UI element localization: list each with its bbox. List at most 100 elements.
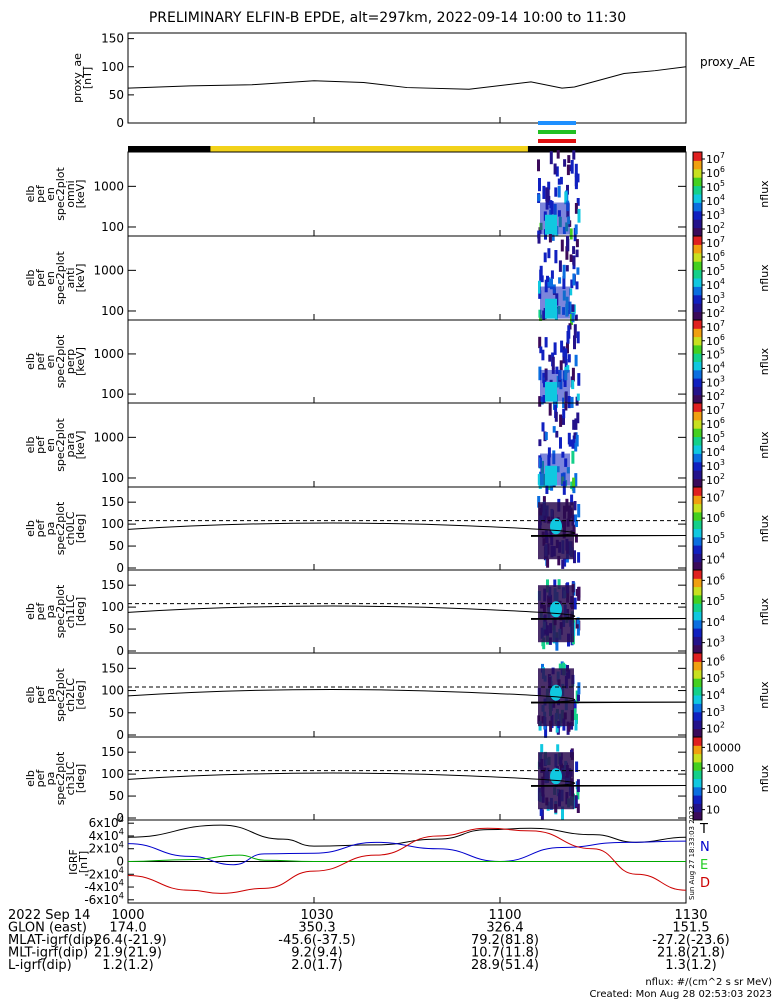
colorbar-segment: [693, 790, 702, 794]
colorbar-segment: [693, 187, 702, 191]
colorbar-segment: [693, 763, 702, 767]
ytick-label: 0: [116, 855, 124, 869]
colorbar-tick-label: 105: [706, 179, 725, 194]
colorbar-segment: [693, 424, 702, 427]
colorbar-segment: [693, 720, 702, 723]
colorbar-segment: [693, 342, 702, 346]
colorbar-segment: [693, 607, 702, 610]
colorbar-segment: [693, 324, 702, 327]
colorbar-segment: [693, 457, 702, 461]
heatmap-cell: [562, 349, 566, 358]
heatmap-cell: [575, 396, 579, 406]
igrf-legend-E: E: [700, 858, 708, 873]
colorbar-segment: [693, 206, 702, 210]
colorbar-segment: [693, 233, 702, 237]
heatmap-cell: [566, 164, 570, 176]
heatmap-cell: [550, 278, 553, 290]
colorbar-segment: [693, 540, 702, 544]
colorbar-tick-label: 102: [706, 305, 725, 320]
heatmap-cell: [540, 744, 544, 754]
colorbar-segment: [693, 737, 702, 740]
heatmap-cell: [544, 432, 548, 441]
colorbar-segment: [693, 545, 702, 548]
igrf-line-N: [127, 840, 687, 866]
region-marker: [538, 121, 576, 125]
colorbar-segment: [693, 254, 702, 258]
heatmap-cell: [571, 304, 575, 312]
heatmap-cell: [553, 397, 556, 410]
colorbar-segment: [693, 753, 702, 757]
colorbar-segment: [693, 807, 702, 811]
panel-frame-perp: [127, 319, 687, 404]
colorbar-label-text: nflux: [758, 514, 771, 542]
heatmap-cell: [558, 663, 562, 670]
panel-frame-para: [127, 402, 687, 488]
heatmap-cell: [547, 181, 551, 190]
region-marker: [538, 130, 576, 134]
heatmap-cell: [573, 597, 577, 610]
ylabel-ch0LC-line: [deg]: [74, 514, 87, 543]
colorbar-label: nflux: [758, 347, 771, 375]
colorbar-segment: [693, 803, 702, 806]
proxy-ae-frame: [127, 32, 687, 124]
colorbar-label: nflux: [758, 180, 771, 208]
colorbar-segment: [693, 219, 702, 222]
footer-value: 1030: [300, 908, 333, 923]
colorbar-segment: [693, 480, 702, 484]
ytick-label: 150: [101, 661, 124, 675]
heatmap-cell: [537, 194, 541, 202]
colorbar-segment: [693, 326, 702, 329]
colorbar-segment: [693, 584, 702, 588]
heatmap-cell: [573, 501, 577, 511]
heatmap-cell: [562, 481, 566, 495]
colorbar-segment: [693, 371, 702, 375]
colorbar-segment: [693, 476, 702, 480]
colorbar-segment: [693, 713, 702, 717]
colorbar-segment: [693, 638, 702, 642]
heatmap-cell: [574, 163, 578, 178]
colorbar-segment: [693, 561, 702, 565]
colorbar-segment: [693, 191, 702, 195]
colorbar-tick-label: 104: [706, 552, 725, 567]
ylabel-ch1LC-line: [deg]: [74, 597, 87, 626]
colorbar-segment: [693, 623, 702, 627]
ytick-label: 50: [109, 539, 124, 553]
colorbar-segment: [693, 718, 702, 721]
heatmap-cell: [565, 265, 569, 272]
colorbar-tick-label: 104: [706, 277, 725, 292]
footer-value: 151.5: [672, 921, 709, 936]
igrf-line-E: [127, 854, 686, 863]
colorbar-segment: [693, 509, 702, 513]
ylabel-ch0LC-line: pa: [44, 522, 57, 536]
colorbar-segment: [693, 246, 702, 250]
heatmap-cell: [543, 252, 547, 263]
ylabel-ch3LC-line: spec2plot: [54, 751, 67, 805]
colorbar-segment: [693, 363, 702, 367]
colorbar-tick-label: 104: [706, 687, 725, 702]
colorbar-segment: [693, 269, 702, 273]
colorbar-segment: [693, 728, 702, 732]
ylabel-ch0LC-line: spec2plot: [54, 501, 67, 555]
ylabel-omni-line: omni: [64, 180, 77, 207]
colorbar-segment: [693, 505, 702, 509]
heatmap-cell: [566, 365, 570, 373]
heatmap-cell: [571, 439, 575, 449]
colorbar-segment: [693, 305, 702, 308]
colorbar-segment: [693, 526, 702, 529]
colorbar-tick-label: 102: [706, 388, 725, 403]
colorbar-segment: [693, 636, 702, 639]
ylabel-para-line: elb: [24, 437, 37, 454]
chart-title: PRELIMINARY ELFIN-B EPDE, alt=297km, 202…: [148, 10, 627, 26]
colorbar-segment: [693, 711, 702, 715]
colorbar-segment: [693, 611, 702, 615]
colorbar-segment: [693, 204, 702, 208]
colorbar-segment: [693, 320, 702, 323]
heatmap-cell: [544, 724, 548, 738]
colorbar-segment: [693, 263, 702, 266]
heatmap-cell: [561, 559, 565, 569]
colorbar-segment: [693, 419, 702, 423]
proxy-ae-legend: proxy_AE: [700, 55, 755, 69]
colorbar-label: nflux: [758, 597, 771, 625]
colorbar-segment: [693, 394, 702, 398]
